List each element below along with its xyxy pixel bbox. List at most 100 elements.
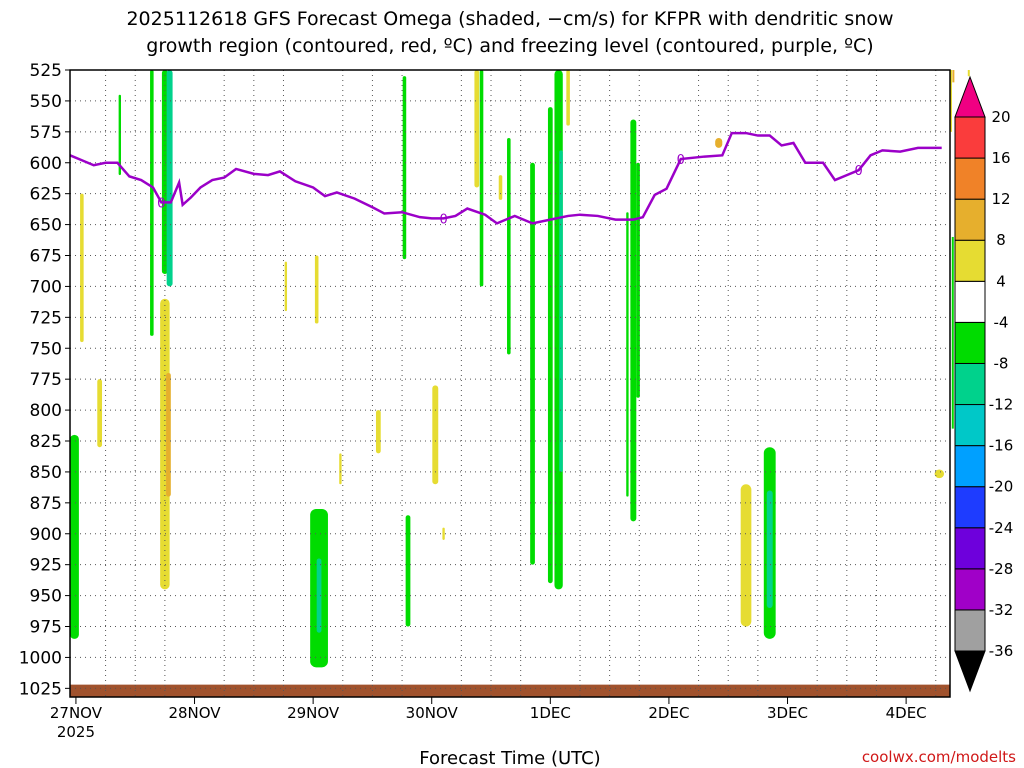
y-tick-label-775: 775 [30,370,62,390]
colorbar: -36 -32 -28 -24 -20 -16 -12 -8 -4 4 8 12 16 20 [954,75,1014,693]
omega-cell-39 [442,527,445,540]
y-tick-label-800: 800 [30,401,62,421]
colorbar-label-4: 4 [996,272,1006,290]
omega-cell-14 [530,162,535,565]
omega-cell-10 [507,138,511,355]
omega-cell-31 [740,484,752,627]
y-tick-label-1000: 1000 [19,648,62,668]
omega-cell-36 [934,469,945,479]
x-tick-label-30NOV: 30NOV [406,704,459,722]
omega-cell-8 [402,76,407,260]
colorbar-segment-3 [954,527,986,570]
omega-shading-layer [70,70,970,668]
grid-layer [70,69,950,697]
freezing-level-label-1: 0 [439,212,447,227]
colorbar-segment-1 [954,609,986,652]
chart-title-line2: growth region (contoured, red, ºC) and f… [146,35,873,57]
colorbar-segment-10 [954,239,986,282]
y-tick-label-750: 750 [30,339,62,359]
y-tick-label-900: 900 [30,525,62,545]
omega-cell-18 [766,490,773,608]
x-tick-sublabel-2025: 2025 [57,723,95,741]
ground-layer [70,684,950,697]
colorbar-segment-5 [954,445,986,488]
y-tick-label-625: 625 [30,185,62,205]
colorbar-high-arrow [954,75,986,118]
omega-cell-25 [314,255,319,324]
y-tick-label-975: 975 [30,618,62,638]
colorbar-segment-4 [954,486,986,529]
omega-cell-7 [405,515,411,627]
y-tick-label-875: 875 [30,494,62,514]
colorbar-low-arrow [954,650,986,693]
y-tick-label-950: 950 [30,587,62,607]
omega-cell-23 [97,379,103,448]
colorbar-label--28: -28 [989,560,1014,578]
y-tick-label-675: 675 [30,247,62,267]
omega-cell-20 [626,212,629,497]
x-axis-title: Forecast Time (UTC) [419,748,600,768]
colorbar-segment-8 [954,321,986,364]
omega-cell-2 [161,70,168,275]
colorbar-label--36: -36 [989,642,1014,660]
omega-cell-13 [547,107,553,584]
y-tick-label-600: 600 [30,154,62,174]
y-tick-label-550: 550 [30,92,62,112]
omega-cell-29 [474,70,480,188]
colorbar-segment-11 [954,198,986,241]
x-tick-label-27NOV: 27NOV [50,704,103,722]
colorbar-segment-9 [954,280,986,323]
y-tick-label-1025: 1025 [19,679,62,699]
x-tick-label-1DEC: 1DEC [530,704,571,722]
omega-cell-34 [967,70,970,77]
colorbar-segment-2 [954,568,986,611]
colorbar-segment-13 [954,116,986,159]
y-tick-label-825: 825 [30,432,62,452]
y-tick-label-850: 850 [30,463,62,483]
omega-cell-16 [636,162,640,398]
omega-cell-28 [432,385,439,485]
omega-cell-21 [160,298,170,590]
colorbar-label--8: -8 [994,354,1009,372]
omega-cell-3 [166,70,173,287]
omega-cell-15 [630,119,637,522]
omega-cell-38 [498,175,503,200]
omega-cell-1 [150,70,154,336]
omega-cell-37 [339,453,342,485]
y-tick-label-575: 575 [30,123,62,143]
colorbar-segment-6 [954,404,986,447]
omega-cell-4 [118,94,121,176]
y-tick-label-700: 700 [30,277,62,297]
colorbar-segment-12 [954,157,986,200]
colorbar-label--4: -4 [994,313,1009,331]
omega-cell-12 [559,150,563,472]
colorbar-label-8: 8 [996,231,1006,249]
colorbar-label--32: -32 [989,601,1014,619]
colorbar-label--16: -16 [989,437,1014,455]
freezing-level-layer: 0 0 0 0 [69,131,942,227]
freezing-level-line [69,131,942,225]
colorbar-label-20: 20 [991,108,1010,126]
colorbar-label-12: 12 [991,190,1010,208]
x-tick-label-28NOV: 28NOV [168,704,221,722]
ground-surface [70,684,950,697]
freezing-level-label-2: 0 [677,153,685,168]
x-tick-label-3DEC: 3DEC [767,704,808,722]
colorbar-label--24: -24 [989,519,1014,537]
freezing-level-label-0: 0 [157,196,165,211]
freezing-level-label-3: 0 [855,164,863,179]
omega-cell-24 [80,193,84,343]
colorbar-segment-7 [954,362,986,406]
omega-cell-9 [479,70,484,287]
omega-cell-22 [166,372,171,497]
colorbar-label--20: -20 [989,478,1014,496]
y-tick-label-650: 650 [30,216,62,236]
y-tick-label-525: 525 [30,61,62,81]
omega-cell-30 [566,70,570,126]
credit-link[interactable]: coolwx.com/modelts [862,748,1016,766]
x-tick-label-4DEC: 4DEC [886,704,927,722]
y-tick-label-725: 725 [30,308,62,328]
omega-cell-27 [375,410,381,454]
